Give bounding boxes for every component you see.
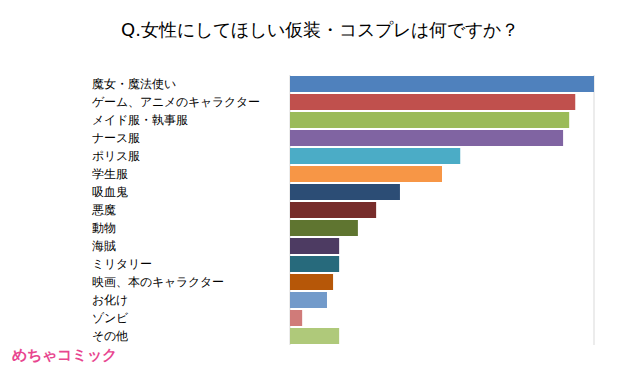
svg-text:動物: 動物 [92,221,116,235]
svg-text:ミリタリー: ミリタリー [92,257,152,271]
svg-text:ポリス服: ポリス服 [92,149,140,163]
svg-text:メイド服・執事服: メイド服・執事服 [92,113,188,127]
svg-text:映画、本のキャラクター: 映画、本のキャラクター [92,275,224,289]
svg-text:ナース服: ナース服 [92,131,140,145]
svg-text:悪魔: 悪魔 [91,203,116,217]
html-text:Q.女性にしてほしい仮装・コスプレは何ですか？: Q.女性にしてほしい仮装・コスプレは何ですか？ [121,19,519,40]
svg-text:その他: その他 [92,329,128,343]
svg-text:ゾンビ: ゾンビ [92,311,129,325]
svg-text:吸血鬼: 吸血鬼 [92,185,128,199]
svg-text:お化け: お化け [92,293,128,307]
html-text:めちゃコミック: めちゃコミック [12,346,117,364]
svg-text:学生服: 学生服 [92,167,128,181]
svg-text:海賊: 海賊 [92,239,116,253]
svg-text:ゲーム、アニメのキャラクター: ゲーム、アニメのキャラクター [92,95,260,109]
svg-text:魔女・魔法使い: 魔女・魔法使い [92,77,176,91]
